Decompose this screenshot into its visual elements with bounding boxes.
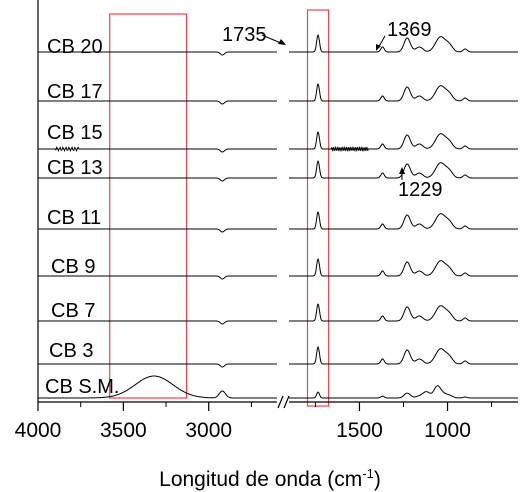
highlight-region-1 bbox=[109, 13, 188, 399]
annotation-1229: 1229 bbox=[398, 179, 443, 201]
series-label-cb-9: CB 9 bbox=[51, 256, 95, 278]
annotation-1735-arrowhead bbox=[278, 39, 286, 45]
series-label-cb-13: CB 13 bbox=[47, 157, 103, 179]
x-tick-label: 1500 bbox=[336, 419, 383, 442]
annotation-1369-arrowhead bbox=[376, 44, 381, 51]
x-axis-title: Longitud de onda (cm-1) bbox=[159, 466, 381, 491]
series-label-cb-s-m: CB S.M. bbox=[45, 376, 119, 398]
series-label-cb-7: CB 7 bbox=[51, 300, 95, 322]
series-label-cb-3: CB 3 bbox=[49, 340, 93, 362]
series-line-cb-3 bbox=[38, 346, 518, 368]
x-tick-label: 1000 bbox=[424, 419, 471, 442]
series-line-cb-11 bbox=[38, 211, 518, 233]
series-label-cb-20: CB 20 bbox=[47, 36, 103, 58]
series-line-cb-s-m bbox=[38, 375, 518, 399]
x-tick-label: 3000 bbox=[185, 419, 232, 442]
highlight-region-2 bbox=[306, 9, 330, 407]
x-tick-label: 4000 bbox=[15, 419, 62, 442]
axis-break-mark bbox=[277, 395, 290, 409]
series-label-cb-11: CB 11 bbox=[47, 207, 101, 229]
annotation-1229-arrowhead bbox=[399, 167, 405, 174]
series-labels: CB 20 CB 17 CB 15 CB 13 CB 11 CB 9 CB 7 CB 3 CB … bbox=[45, 36, 119, 398]
spectra-lines bbox=[38, 34, 518, 399]
series-line-cb-15 bbox=[38, 131, 518, 153]
series-label-cb-15: CB 15 bbox=[47, 122, 103, 144]
highlight-regions bbox=[109, 9, 330, 407]
x-ticks: 4000 3500 3000 1500 1000 bbox=[15, 402, 493, 442]
series-line-cb-17 bbox=[38, 83, 518, 105]
series-line-cb-20 bbox=[38, 34, 518, 56]
peak-annotations: 1735 1369 1229 bbox=[222, 19, 443, 201]
annotation-1369: 1369 bbox=[387, 19, 432, 41]
annotation-1735: 1735 bbox=[222, 24, 267, 46]
x-tick-label: 3500 bbox=[100, 419, 147, 442]
series-line-cb-7 bbox=[38, 303, 518, 325]
series-label-cb-17: CB 17 bbox=[47, 81, 103, 103]
series-line-cb-9 bbox=[38, 258, 518, 280]
